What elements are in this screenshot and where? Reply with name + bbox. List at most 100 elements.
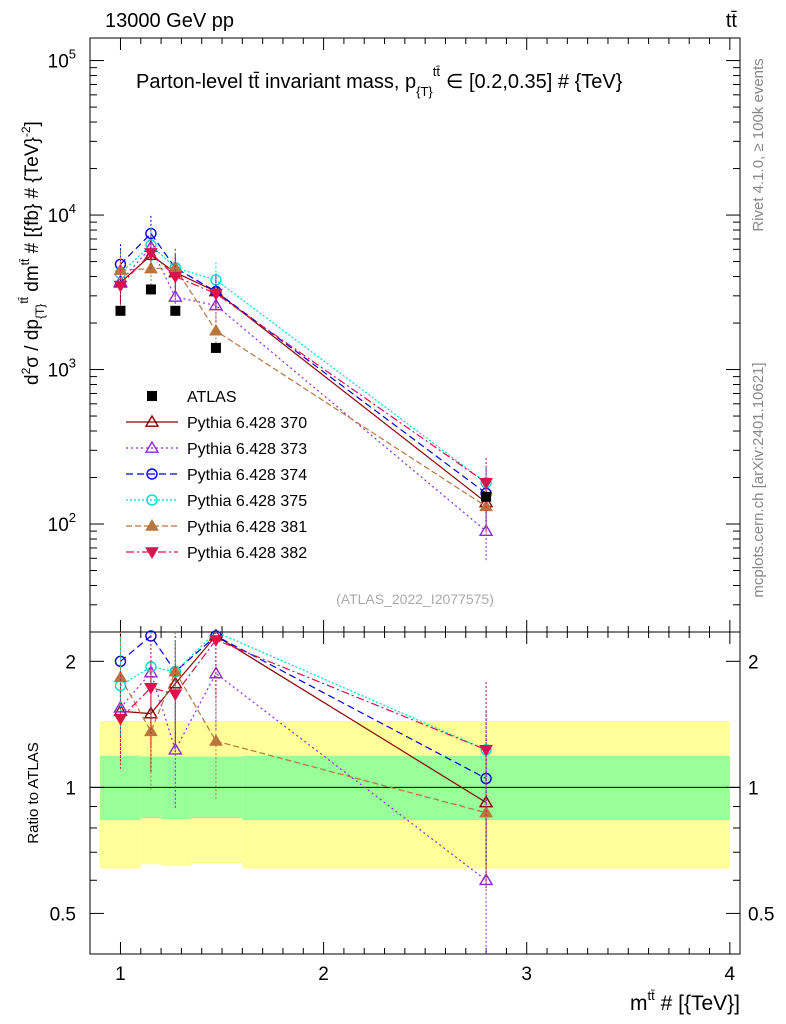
- legend-marker-4: [145, 519, 159, 531]
- ylabel-part-5: dm: [22, 265, 43, 297]
- energy-label: 13000 GeV pp: [105, 10, 234, 32]
- legend-marker-3: [146, 494, 158, 506]
- y-tick-label-1: 103: [48, 356, 76, 382]
- series-5: [113, 235, 493, 513]
- plot-title-main: Parton-level tt̄ invariant mass, p: [136, 71, 416, 93]
- series-1: [113, 229, 494, 562]
- series-point-5-3: [209, 288, 223, 301]
- y-tick-exp-0: 2: [69, 510, 76, 525]
- data-point-4: [481, 491, 492, 502]
- legend-label-1: Pythia 6.428 373: [187, 441, 307, 458]
- ratio-tick-label-right-0: 0.5: [748, 904, 774, 925]
- y-tick-exp-2: 4: [69, 201, 76, 216]
- legend-marker-2: [146, 468, 158, 480]
- y-tick-base-2: 10: [48, 206, 69, 227]
- legend-entry-3: Pythia 6.428 375: [126, 493, 307, 510]
- xlabel-part-2: # [{TeV}]: [655, 992, 740, 1015]
- main-series-group: [113, 215, 494, 562]
- legend: ATLAS Pythia 6.428 370 Pythia 6.428 373 Pyt…: [126, 389, 307, 562]
- y-tick-exp-1: 3: [69, 356, 76, 371]
- ratio-point-5-0: [113, 713, 128, 726]
- ylabel-part-9: ]: [22, 121, 43, 126]
- ratio-line-1: [120, 671, 487, 881]
- legend-entry-data: ATLAS: [147, 389, 237, 406]
- green-band-0: [100, 755, 141, 821]
- legend-marker-1: [144, 440, 160, 453]
- plot-title: Parton-level tt̄ invariant mass, p{T}tt̄…: [136, 64, 623, 99]
- ratio-tick-label-right-1: 1: [748, 778, 759, 799]
- legend-entry-5: Pythia 6.428 382: [126, 545, 307, 562]
- x-tick-label-2: 3: [521, 964, 532, 985]
- plot-title-sup: tt̄: [433, 64, 441, 79]
- legend-marker-5: [145, 547, 159, 559]
- ylabel-part-7: # [{fb} # {TeV}: [22, 137, 43, 259]
- main-plot-frame: [89, 37, 741, 633]
- series-point-4-3: [209, 323, 223, 336]
- series-point-5-2: [168, 271, 183, 284]
- plot-title-sub: {T}: [416, 84, 433, 99]
- rivet-label: Rivet 4.1.0, ≥ 100k events: [750, 58, 767, 231]
- ratio-tick-label-left-2: 2: [65, 652, 76, 673]
- ratio-series-5: [113, 632, 493, 836]
- legend-entry-4: Pythia 6.428 381: [126, 519, 307, 536]
- y-tick-base-1: 10: [48, 361, 69, 382]
- x-tick-label-1: 2: [318, 964, 329, 985]
- x-tick-label-0: 1: [115, 964, 126, 985]
- data-point-2: [170, 305, 181, 316]
- legend-label-5: Pythia 6.428 382: [187, 545, 307, 562]
- legend-label-3: Pythia 6.428 375: [187, 493, 307, 510]
- series-line-3: [120, 244, 487, 484]
- ratio-series-group: [113, 628, 494, 954]
- mcplots-label: mcplots.cern.ch [arXiv:2401.10621]: [750, 362, 767, 597]
- series-point-5-1: [144, 248, 158, 260]
- ratio-point-5-2: [168, 689, 183, 702]
- ratio-tick-label-left-0: 0.5: [50, 904, 76, 925]
- legend-label-2: Pythia 6.428 374: [187, 467, 307, 484]
- y-tick-exp-3: 5: [69, 47, 76, 62]
- data-point-0: [115, 305, 126, 316]
- analysis-watermark: (ATLAS_2022_I2077575): [336, 591, 494, 607]
- legend-entry-2: Pythia 6.428 374: [126, 467, 307, 484]
- y-tick-label-0: 102: [48, 510, 76, 536]
- process-label: tt̄: [726, 10, 738, 32]
- ylabel-part-1: 2: [19, 367, 33, 374]
- ratio-point-5-4: [479, 745, 493, 757]
- legend-marker-0: [144, 414, 160, 427]
- ratio-tick-label-right-2: 2: [748, 652, 759, 673]
- ratio-point-4-3: [209, 734, 223, 746]
- x-tick-label-3: 4: [725, 964, 736, 985]
- legend-entry-1: Pythia 6.428 373: [126, 440, 307, 458]
- ylabel-part-0: d: [22, 374, 43, 385]
- y-tick-label-3: 105: [48, 47, 76, 73]
- legend-marker-data: [147, 391, 157, 401]
- xlabel-part-0: m: [630, 992, 648, 1015]
- ylabel-part-3: {T}: [33, 304, 47, 319]
- main-data-points: [115, 284, 492, 502]
- ratio-y-axis-label: Ratio to ATLAS: [25, 742, 42, 843]
- series-line-2: [120, 232, 487, 494]
- ratio-plot-frame: [89, 631, 741, 955]
- series-0: [113, 237, 494, 533]
- ylabel-part-4: tt̄: [17, 296, 31, 303]
- legend-label-0: Pythia 6.428 370: [187, 415, 307, 432]
- y-axis-label: d2σ / dp{T}tt̄ dmtt̄ # [{fb} # {TeV}-2]: [17, 121, 47, 385]
- series-point-5-0: [113, 280, 128, 293]
- ratio-point-1-4: [478, 872, 494, 886]
- ylabel-part-6: tt̄: [18, 258, 32, 265]
- data-point-1: [145, 284, 156, 295]
- ratio-point-1-2: [168, 742, 183, 755]
- x-axis-label: mtt̄ # [{TeV}]: [630, 988, 740, 1015]
- xlabel-part-1: tt̄: [648, 988, 656, 1003]
- legend-entry-0: Pythia 6.428 370: [126, 414, 307, 432]
- series-point-5-4: [479, 478, 493, 490]
- legend-label-4: Pythia 6.428 381: [187, 519, 307, 536]
- y-tick-base-3: 10: [48, 52, 69, 73]
- ratio-tick-label-left-1: 1: [65, 778, 76, 799]
- y-tick-label-2: 104: [48, 201, 76, 227]
- ratio-point-5-1: [144, 682, 158, 695]
- y-tick-base-0: 10: [48, 515, 69, 536]
- ratio-uncertainty-bands: [100, 721, 730, 869]
- ratio-point-5-3: [209, 635, 223, 647]
